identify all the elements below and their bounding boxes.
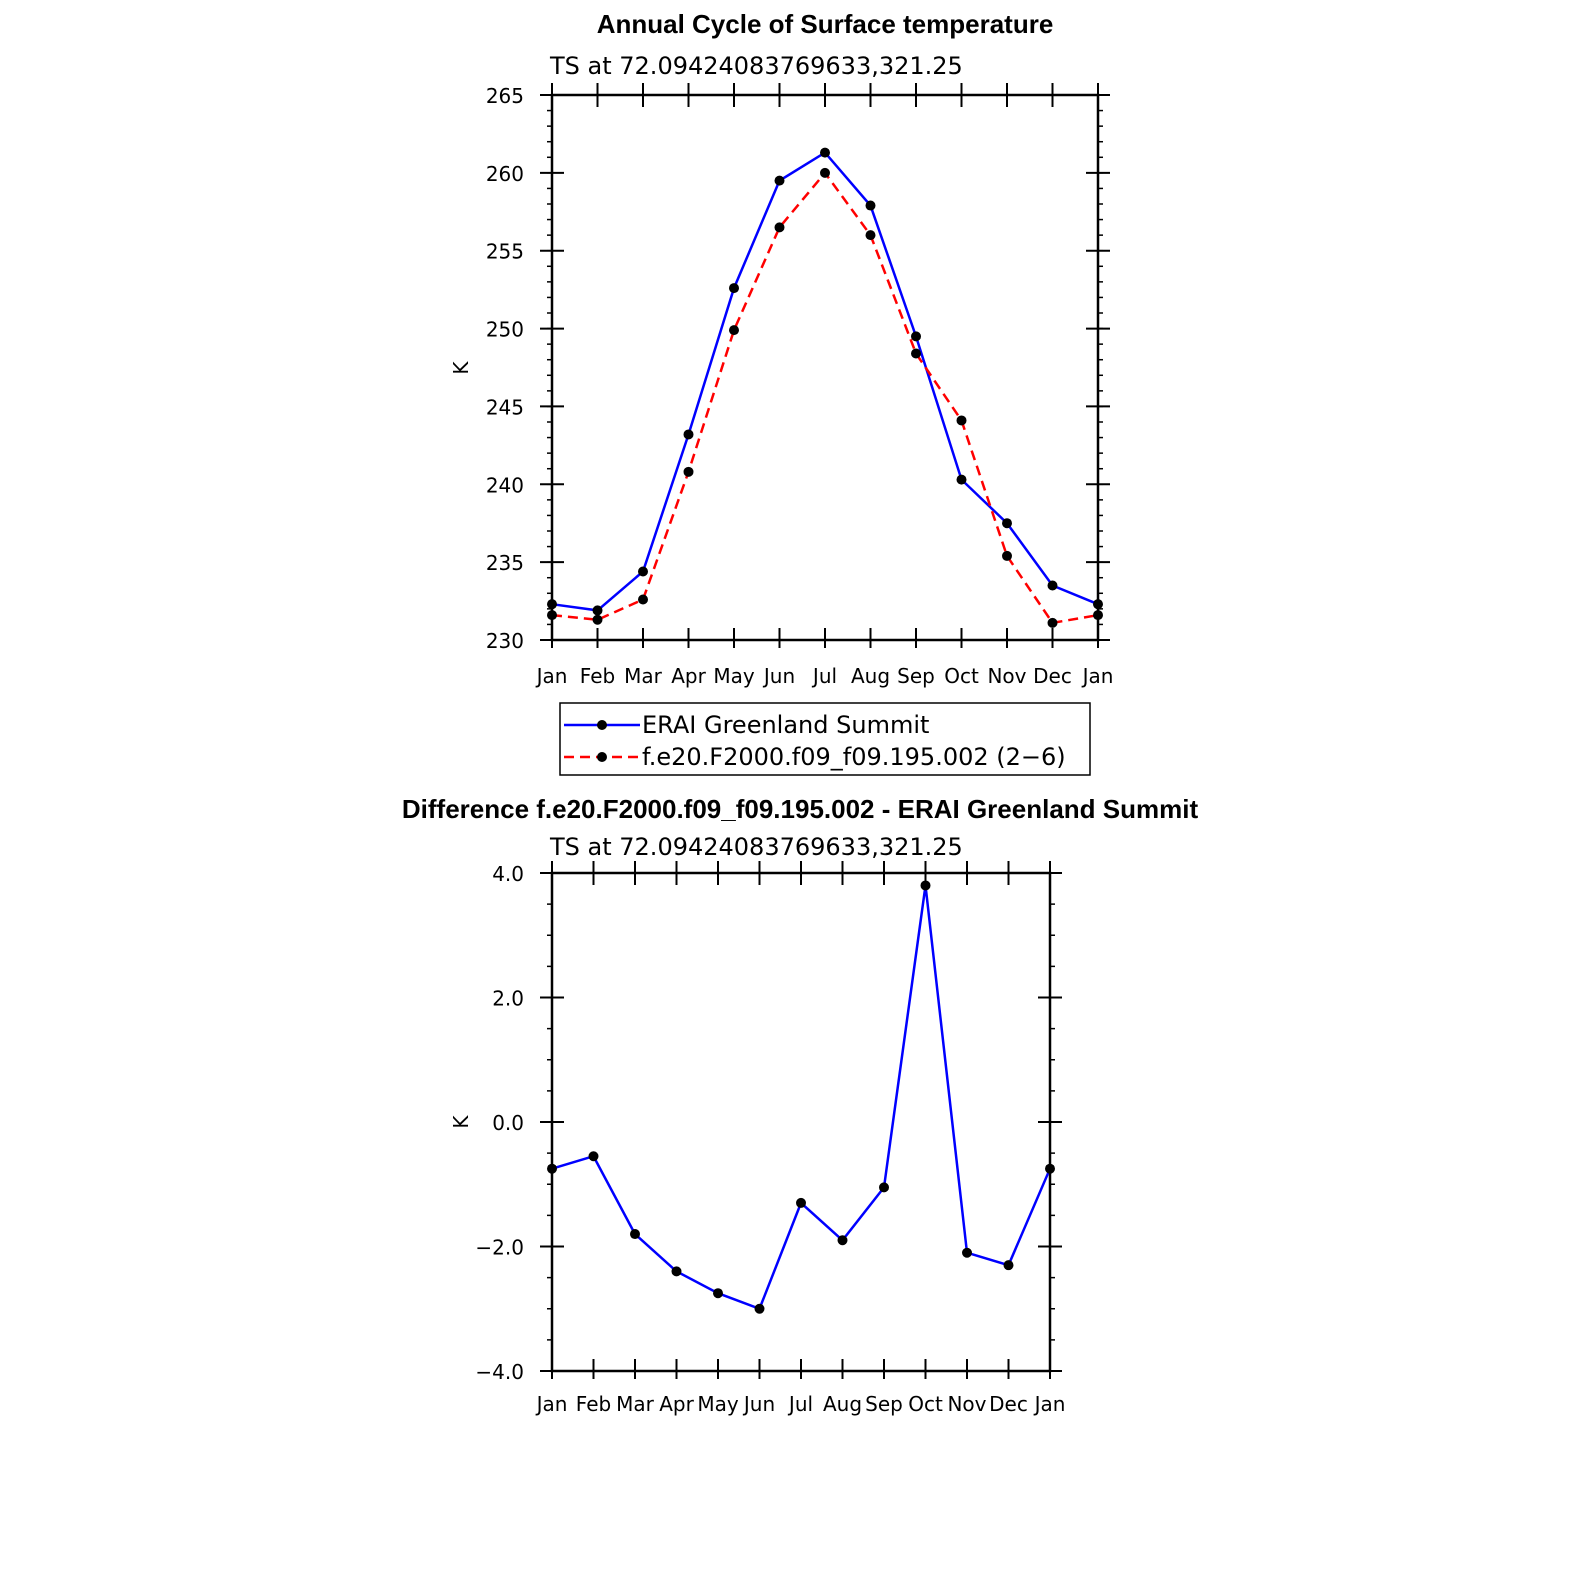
x-tick-label: Jun [762, 664, 795, 688]
series-1-point [774, 222, 785, 233]
series-0-point [796, 1197, 806, 1208]
series-0-point [547, 1163, 557, 1174]
series-1-point [729, 325, 739, 336]
x-tick-label: Jan [535, 1392, 568, 1416]
series-0-point [865, 200, 876, 211]
series-0-point [1002, 518, 1012, 529]
x-tick-label: Apr [671, 664, 706, 688]
y-tick-label: 2.0 [492, 987, 524, 1011]
series-1-point [592, 614, 603, 625]
y-tick-label: 245 [486, 395, 524, 419]
difference-chart: Difference f.e20.F2000.f09_f09.195.002 -… [402, 794, 1199, 1416]
x-tick-label: Nov [987, 664, 1026, 688]
chart-title: Annual Cycle of Surface temperature [597, 9, 1054, 39]
x-tick-label: May [697, 1392, 739, 1416]
x-tick-label: Aug [823, 1392, 862, 1416]
series-0-point [879, 1182, 889, 1193]
series-1-point [1047, 617, 1058, 628]
chart-title: Difference f.e20.F2000.f09_f09.195.002 -… [402, 794, 1199, 824]
chart-subtitle: TS at 72.09424083769633,321.25 [549, 833, 963, 861]
x-tick-label: Mar [624, 664, 663, 688]
y-tick-label: 235 [486, 551, 524, 575]
series-1-point [911, 348, 921, 359]
series-0-point [956, 474, 967, 485]
x-tick-label: May [713, 664, 755, 688]
x-tick-label: Feb [576, 1392, 611, 1416]
annual-cycle-chart: Annual Cycle of Surface temperature TS a… [449, 9, 1113, 688]
series-0-point [1047, 580, 1058, 591]
x-tick-label: Feb [580, 664, 615, 688]
chart-subtitle: TS at 72.09424083769633,321.25 [549, 52, 963, 80]
x-tick-label: Oct [944, 664, 979, 688]
legend-marker-model [597, 752, 607, 762]
y-tick-label: −4.0 [475, 1360, 524, 1384]
series-0-point [713, 1288, 723, 1299]
legend-marker-erai [597, 720, 607, 730]
series-0-point [774, 175, 785, 186]
x-tick-label: Jan [1081, 664, 1114, 688]
x-tick-label: Dec [1033, 664, 1072, 688]
series-1-point [820, 167, 830, 178]
x-tick-label: Jan [535, 664, 568, 688]
x-tick-label: Dec [989, 1392, 1028, 1416]
x-tick-label: Nov [947, 1392, 986, 1416]
plot-area: Jan Feb Mar Apr May Jun Jul Aug Sep Oct Nov Dec Jan−… [475, 861, 1065, 1416]
y-tick-label: 255 [486, 240, 524, 264]
x-tick-label: Jan [1033, 1392, 1066, 1416]
y-tick-label: 250 [486, 318, 524, 342]
series-0-point [962, 1247, 972, 1258]
legend: ERAI Greenland Summit f.e20.F2000.f09_f0… [559, 702, 1091, 776]
plot-frame [550, 871, 1052, 1373]
series-1-point [547, 610, 557, 621]
series-line-1 [551, 170, 1099, 625]
x-tick-label: Oct [908, 1392, 943, 1416]
series-0-point [920, 880, 931, 891]
x-tick-label: Sep [897, 664, 935, 688]
series-1-point [683, 466, 694, 477]
x-tick-label: Jun [742, 1392, 775, 1416]
y-tick-label: −2.0 [475, 1236, 524, 1260]
series-0-point [547, 599, 557, 610]
legend-box [559, 702, 1091, 776]
y-tick-label: 265 [486, 84, 524, 108]
series-0-point [588, 1151, 599, 1162]
y-tick-label: 230 [486, 629, 524, 653]
series-0-point [729, 283, 739, 294]
series-1-point [1002, 550, 1012, 561]
x-tick-label: Apr [659, 1392, 694, 1416]
x-tick-label: Jul [811, 664, 837, 688]
series-0-point [638, 566, 648, 577]
series-0-point [754, 1303, 765, 1314]
series-0-point [837, 1235, 848, 1246]
x-tick-label: Jul [787, 1392, 813, 1416]
series-1-point [638, 594, 648, 605]
series-0-point [1093, 599, 1103, 610]
series-0-point [911, 331, 921, 342]
series-0-point [630, 1229, 640, 1240]
plot-area: Jan Feb Mar Apr May Jun Jul Aug Sep Oct Nov Dec Jan 2… [486, 83, 1114, 688]
y-axis-label: K [449, 1115, 473, 1129]
series-0-point [671, 1266, 682, 1277]
series-1-point [956, 415, 967, 426]
y-tick-label: 240 [486, 473, 524, 497]
x-tick-label: Aug [851, 664, 890, 688]
series-0-point [1003, 1260, 1014, 1271]
x-tick-label: Mar [616, 1392, 655, 1416]
legend-label-erai: ERAI Greenland Summit [642, 711, 929, 739]
x-tick-label: Sep [865, 1392, 903, 1416]
series-0-point [683, 429, 694, 440]
series-line-0 [551, 885, 1052, 1311]
series-0-point [820, 147, 830, 158]
series-1-point [865, 230, 876, 241]
y-axis-label: K [449, 361, 473, 375]
series-line-0 [551, 150, 1099, 612]
series-1-point [1093, 610, 1103, 621]
y-tick-label: 260 [486, 162, 524, 186]
series-0-point [1045, 1163, 1055, 1174]
y-tick-label: 4.0 [492, 862, 524, 886]
legend-label-model: f.e20.F2000.f09_f09.195.002 (2−6) [642, 743, 1066, 771]
y-tick-label: 0.0 [492, 1111, 524, 1135]
series-0-point [592, 605, 603, 616]
